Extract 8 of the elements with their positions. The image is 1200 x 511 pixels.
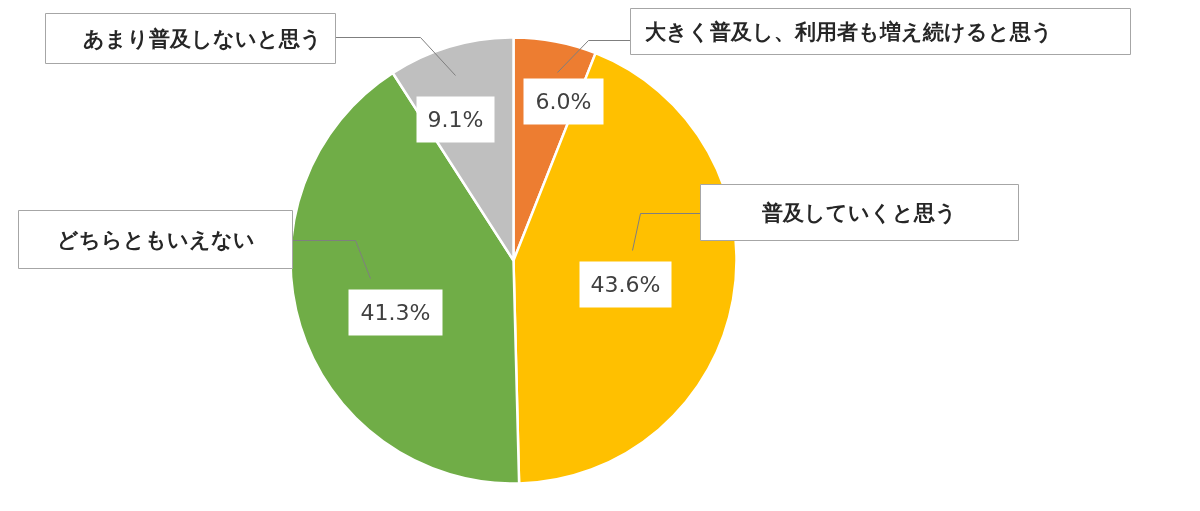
slice-label: どちらともいえない <box>56 227 255 252</box>
slice-label: 大きく普及し、利用者も増え続けると思う <box>644 19 1053 44</box>
data-label: 6.0% <box>535 89 592 114</box>
slice-label: 普及していくと思う <box>761 200 957 225</box>
data-label: 9.1% <box>427 107 484 132</box>
slice-label: あまり普及しないと思う <box>82 26 322 51</box>
data-label: 41.3% <box>360 300 431 325</box>
data-label: 43.6% <box>590 272 661 297</box>
